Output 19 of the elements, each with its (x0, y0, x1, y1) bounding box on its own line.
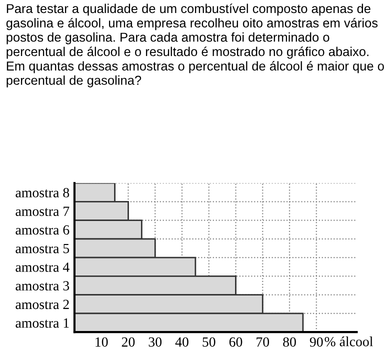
y-tick-label: amostra 7 (16, 206, 70, 216)
y-tick-label: amostra 1 (16, 318, 69, 328)
x-tick-label: 20 (122, 337, 135, 347)
x-tick-label: 10 (96, 337, 108, 347)
x-axis-title: % álcool (324, 336, 373, 346)
y-tick-label: amostra 3 (16, 281, 70, 290)
y-tick-label: amostra 6 (16, 225, 70, 235)
x-tick-label: 40 (175, 337, 188, 347)
y-tick-label: amostra 8 (16, 188, 70, 198)
y-tick-label: amostra 5 (16, 244, 70, 254)
chart-title: Para testar a qualidade de um combustível composto apenas de gasolina e álcool, uma empresa recolheu oito amostras em vários postos de gasolina. Para cada amostra foi determinado o percentual de álcool e o resultado é mostrado no gráfico abaixo. Em quantas dessas amostras o percentual de álcool é maior que o percentual de gasolina? (6, 4, 384, 88)
x-tick-label: 50 (202, 337, 216, 347)
x-tick-label: 60 (229, 337, 242, 347)
y-tick-label: amostra 2 (16, 300, 69, 310)
x-tick-label: 90 (310, 337, 323, 347)
x-tick-label: 30 (148, 337, 162, 347)
x-tick-label: 80 (283, 337, 296, 347)
x-tick-label: 70 (256, 337, 270, 347)
y-tick-label: amostra 4 (16, 262, 70, 272)
